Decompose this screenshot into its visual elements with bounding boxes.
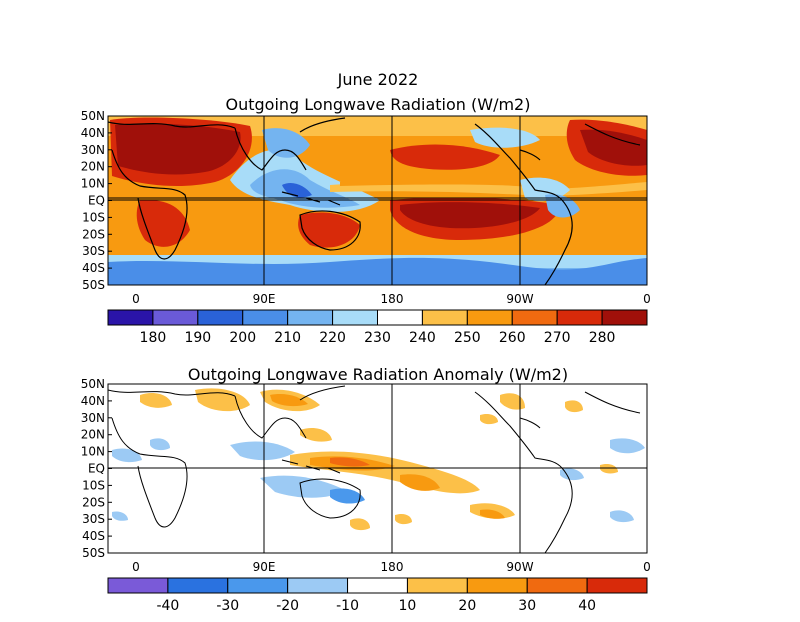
colorbar-swatch — [511, 309, 558, 326]
colorbar-label: 280 — [589, 330, 616, 346]
y-tick-label: 30N — [81, 411, 105, 425]
top-chart-title: Outgoing Longwave Radiation (W/m2) — [226, 95, 531, 114]
colorbar-label: 180 — [140, 330, 167, 346]
y-tick-label: 40S — [82, 261, 105, 275]
colorbar-label: -20 — [276, 598, 299, 614]
y-tick-label: 20S — [82, 495, 105, 509]
colorbar-label: 210 — [274, 330, 301, 346]
colorbar-label: 200 — [229, 330, 256, 346]
colorbar-swatch — [526, 577, 588, 594]
x-tick-label: 90E — [253, 560, 276, 574]
x-tick-label: 90E — [253, 292, 276, 306]
y-tick-label: 30N — [81, 143, 105, 157]
colorbar-label: 30 — [518, 598, 536, 614]
x-tick-label: 0 — [643, 292, 651, 306]
y-tick-label: EQ — [88, 462, 105, 476]
colorbar-swatch — [107, 577, 169, 594]
colorbar-label: 260 — [499, 330, 526, 346]
colorbar-label: -30 — [216, 598, 239, 614]
y-tick-label: 10S — [82, 210, 105, 224]
colorbar-swatch — [406, 577, 468, 594]
colorbar-swatch — [287, 309, 334, 326]
colorbar-swatch — [466, 577, 528, 594]
x-tick-label: 180 — [381, 292, 404, 306]
colorbar-swatch — [421, 309, 468, 326]
date-title: June 2022 — [337, 70, 419, 89]
y-tick-label: 50S — [82, 546, 105, 560]
colorbar-swatch — [601, 309, 648, 326]
top-x-ticks: 0 90E 180 90W 0 — [132, 292, 651, 306]
y-tick-label: 30S — [82, 244, 105, 258]
x-tick-label: 0 — [643, 560, 651, 574]
x-tick-label: 0 — [132, 560, 140, 574]
y-tick-label: 50N — [81, 377, 105, 391]
y-tick-label: 50S — [82, 278, 105, 292]
colorbar-swatch — [197, 309, 244, 326]
colorbar-swatch — [586, 577, 648, 594]
x-tick-label: 90W — [506, 560, 533, 574]
colorbar-label: -10 — [336, 598, 359, 614]
colorbar-swatch — [347, 577, 408, 594]
bottom-colorbar: -40 -30 -20 -10 10 20 30 40 — [107, 577, 648, 614]
y-tick-label: 40N — [81, 126, 105, 140]
y-tick-label: 20N — [81, 428, 105, 442]
colorbar-swatch — [152, 309, 199, 326]
x-tick-label: 90W — [506, 292, 533, 306]
colorbar-label: -40 — [156, 598, 179, 614]
y-tick-label: 10S — [82, 478, 105, 492]
y-tick-label: 10N — [81, 445, 105, 459]
colorbar-label: 40 — [578, 598, 596, 614]
colorbar-swatch — [242, 309, 289, 326]
top-y-ticks: 50N 40N 30N 20N 10N EQ 10S 20S 30S 40S 50S — [81, 109, 112, 292]
colorbar-swatch — [466, 309, 513, 326]
y-tick-label: EQ — [88, 194, 105, 208]
y-tick-label: 40S — [82, 529, 105, 543]
bottom-x-ticks: 0 90E 180 90W 0 — [132, 560, 651, 574]
colorbar-label: 230 — [364, 330, 391, 346]
x-tick-label: 0 — [132, 292, 140, 306]
colorbar-swatch — [332, 309, 379, 326]
y-tick-label: 10N — [81, 177, 105, 191]
bottom-gridlines — [108, 384, 647, 553]
colorbar-label: 10 — [399, 598, 417, 614]
coastlines-bottom — [108, 385, 641, 553]
top-colorbar: 180 190 200 210 220 230 240 250 260 270 280 — [107, 309, 648, 346]
y-tick-label: 30S — [82, 512, 105, 526]
coastlines-top — [108, 117, 641, 285]
colorbar-swatch — [287, 577, 349, 594]
colorbar-swatch — [227, 577, 289, 594]
y-tick-label: 20S — [82, 227, 105, 241]
bottom-chart-title: Outgoing Longwave Radiation Anomaly (W/m… — [188, 365, 568, 384]
colorbar-label: 190 — [184, 330, 211, 346]
colorbar-label: 20 — [458, 598, 476, 614]
y-tick-label: 50N — [81, 109, 105, 123]
olr-map — [108, 116, 647, 285]
colorbar-label: 240 — [409, 330, 436, 346]
colorbar-swatch — [107, 309, 154, 326]
bottom-y-ticks: 50N 40N 30N 20N 10N EQ 10S 20S 30S 40S 50S — [81, 377, 112, 560]
colorbar-swatch — [167, 577, 229, 594]
colorbar-swatch — [377, 309, 423, 326]
x-tick-label: 180 — [381, 560, 404, 574]
colorbar-swatch — [556, 309, 603, 326]
y-tick-label: 20N — [81, 160, 105, 174]
top-gridlines — [108, 116, 647, 285]
y-tick-label: 40N — [81, 394, 105, 408]
colorbar-label: 250 — [454, 330, 481, 346]
colorbar-label: 270 — [544, 330, 571, 346]
colorbar-label: 220 — [319, 330, 346, 346]
